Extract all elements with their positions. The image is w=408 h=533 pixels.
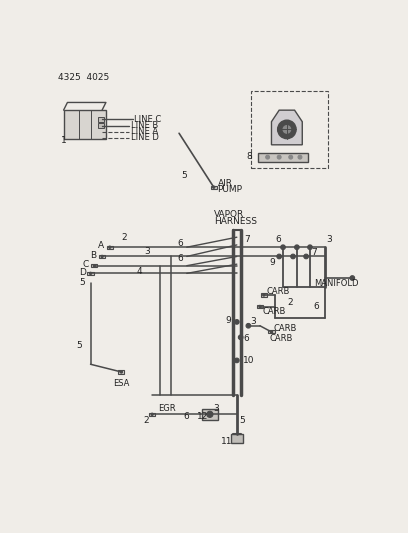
Circle shape bbox=[291, 254, 295, 259]
Text: LINE D: LINE D bbox=[131, 133, 158, 142]
Text: VAPOR: VAPOR bbox=[214, 209, 244, 219]
Text: 4325  4025: 4325 4025 bbox=[58, 74, 109, 82]
Circle shape bbox=[101, 255, 103, 257]
Bar bbox=[251, 91, 328, 168]
Bar bbox=[99, 255, 105, 258]
Text: B: B bbox=[91, 251, 97, 260]
Circle shape bbox=[207, 411, 213, 417]
Text: 9: 9 bbox=[225, 316, 231, 325]
Circle shape bbox=[277, 120, 296, 139]
Bar bbox=[231, 433, 243, 443]
Circle shape bbox=[235, 358, 239, 363]
Circle shape bbox=[277, 155, 281, 159]
Bar bbox=[98, 123, 104, 128]
Text: A: A bbox=[98, 241, 104, 250]
Text: 2: 2 bbox=[287, 298, 293, 307]
Text: C: C bbox=[83, 261, 89, 269]
Bar bbox=[91, 264, 98, 267]
Bar bbox=[211, 185, 217, 189]
Text: 5: 5 bbox=[79, 278, 85, 287]
Circle shape bbox=[295, 245, 299, 249]
Circle shape bbox=[238, 335, 243, 340]
Text: D: D bbox=[79, 268, 86, 277]
Circle shape bbox=[289, 155, 293, 159]
Bar bbox=[258, 152, 308, 161]
Text: 3: 3 bbox=[326, 235, 332, 244]
Text: 5: 5 bbox=[182, 171, 187, 180]
Bar bbox=[98, 117, 104, 122]
Text: ESA: ESA bbox=[113, 379, 130, 388]
Circle shape bbox=[304, 254, 308, 259]
Text: MANIFOLD: MANIFOLD bbox=[314, 279, 358, 288]
Text: HARNESS: HARNESS bbox=[214, 217, 257, 227]
Text: LINE A: LINE A bbox=[131, 127, 157, 136]
Bar bbox=[64, 110, 106, 140]
Circle shape bbox=[120, 371, 122, 373]
Text: PUMP: PUMP bbox=[217, 185, 243, 194]
Text: 3: 3 bbox=[251, 318, 257, 326]
Text: 10: 10 bbox=[243, 356, 255, 365]
Bar bbox=[106, 246, 113, 249]
Circle shape bbox=[93, 264, 95, 267]
Circle shape bbox=[266, 155, 270, 159]
Circle shape bbox=[246, 324, 251, 328]
Text: 7: 7 bbox=[312, 248, 317, 257]
Text: LINE B: LINE B bbox=[131, 121, 158, 130]
Text: 4: 4 bbox=[137, 266, 142, 276]
Text: CARB: CARB bbox=[273, 325, 296, 333]
Bar bbox=[261, 294, 267, 296]
Text: 2: 2 bbox=[121, 233, 127, 243]
Text: 6: 6 bbox=[177, 254, 183, 263]
Circle shape bbox=[350, 276, 355, 280]
Text: CARB: CARB bbox=[266, 287, 289, 296]
Circle shape bbox=[281, 245, 285, 249]
Text: AIR: AIR bbox=[217, 179, 233, 188]
Bar bbox=[87, 272, 93, 275]
Text: 8: 8 bbox=[246, 152, 252, 161]
Text: 6: 6 bbox=[243, 334, 249, 343]
Text: CARB: CARB bbox=[262, 306, 286, 316]
Circle shape bbox=[213, 186, 215, 188]
Circle shape bbox=[277, 254, 282, 259]
Bar bbox=[257, 305, 263, 308]
Text: 5: 5 bbox=[239, 416, 245, 425]
Text: 6: 6 bbox=[183, 412, 188, 421]
Text: 9: 9 bbox=[269, 258, 275, 267]
Bar bbox=[118, 370, 124, 374]
Text: 3: 3 bbox=[214, 405, 220, 414]
Circle shape bbox=[271, 331, 273, 333]
Text: CARB: CARB bbox=[269, 334, 293, 343]
Circle shape bbox=[308, 245, 312, 249]
Text: 5: 5 bbox=[77, 341, 82, 350]
Text: 12: 12 bbox=[197, 412, 208, 421]
Text: LINE C: LINE C bbox=[134, 115, 162, 124]
Text: 7: 7 bbox=[244, 235, 250, 244]
Text: 6: 6 bbox=[177, 239, 183, 248]
Text: 1: 1 bbox=[61, 136, 67, 146]
Circle shape bbox=[259, 305, 261, 308]
Text: 2: 2 bbox=[143, 416, 149, 425]
Text: 6: 6 bbox=[275, 235, 281, 244]
Circle shape bbox=[283, 126, 291, 133]
Bar bbox=[149, 413, 155, 416]
Text: 11: 11 bbox=[222, 437, 233, 446]
Bar bbox=[268, 330, 275, 334]
Text: EGR: EGR bbox=[158, 405, 176, 414]
Text: 3: 3 bbox=[144, 247, 150, 255]
Circle shape bbox=[151, 413, 153, 415]
Text: 6: 6 bbox=[314, 302, 319, 311]
Bar bbox=[202, 409, 217, 419]
Circle shape bbox=[235, 320, 239, 324]
Circle shape bbox=[109, 246, 111, 248]
Circle shape bbox=[263, 294, 265, 296]
Circle shape bbox=[298, 155, 302, 159]
Circle shape bbox=[89, 272, 92, 274]
Polygon shape bbox=[271, 110, 302, 145]
